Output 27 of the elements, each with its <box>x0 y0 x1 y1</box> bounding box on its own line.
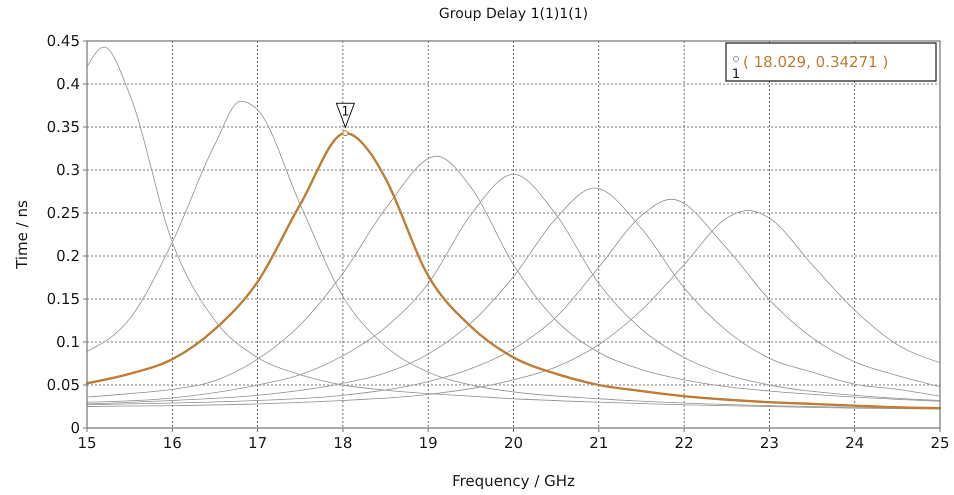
y-tick-label: 0.1 <box>56 333 80 351</box>
x-tick-label: 22 <box>674 434 694 452</box>
y-tick-label: 0.05 <box>46 376 80 394</box>
y-axis-title: Time / ns <box>13 200 31 270</box>
y-tick-label: 0.3 <box>56 161 80 179</box>
y-tick-label: 0.2 <box>56 247 80 265</box>
chart-title: Group Delay 1(1)1(1) <box>438 6 588 22</box>
x-tick-label: 20 <box>504 434 524 452</box>
y-tick-label: 0.25 <box>46 204 80 222</box>
y-tick-label: 0.35 <box>46 118 80 136</box>
text: 1 <box>732 67 740 82</box>
x-tick-label: 16 <box>162 434 182 452</box>
y-tick-label: 0.4 <box>56 75 80 93</box>
x-tick-label: 24 <box>845 434 864 452</box>
x-tick-label: 25 <box>930 434 950 452</box>
x-tick-label: 15 <box>77 434 97 452</box>
x-axis-title: Frequency / GHz <box>452 472 576 490</box>
x-tick-label: 23 <box>760 434 779 452</box>
annotation: ( 18.029, 0.34271 ) <box>743 53 888 71</box>
y-tick-label: 0.15 <box>46 290 80 308</box>
annotation: 1 <box>341 104 350 120</box>
y-tick-label: 0 <box>70 419 80 437</box>
x-tick-label: 21 <box>589 434 608 452</box>
x-tick-label: 17 <box>248 434 268 452</box>
x-tick-label: 18 <box>333 434 352 452</box>
x-tick-label: 19 <box>418 434 438 452</box>
y-tick-label: 0.45 <box>46 32 80 50</box>
